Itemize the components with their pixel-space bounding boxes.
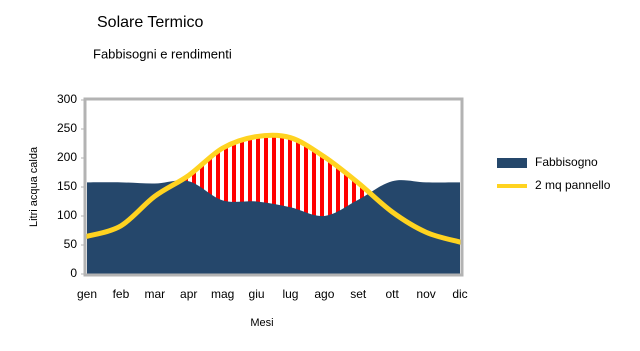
y-tick-label: 100 — [57, 208, 77, 222]
x-tick-label: ago — [314, 287, 334, 301]
legend-label: 2 mq pannello — [535, 178, 611, 192]
x-axis-label: Mesi — [250, 317, 273, 329]
y-tick-label: 50 — [64, 237, 78, 251]
x-tick-label: mar — [144, 287, 165, 301]
legend-label: Fabbisogno — [535, 155, 598, 169]
y-tick-label: 0 — [70, 266, 77, 280]
chart-subtitle: Fabbisogni e rendimenti — [93, 46, 232, 61]
line — [84, 132, 463, 245]
x-tick-label: nov — [416, 287, 435, 301]
legend-swatch — [497, 158, 527, 168]
area — [87, 180, 460, 274]
x-tick-label: gen — [77, 287, 97, 301]
x-tick-label: set — [350, 287, 367, 301]
x-tick-label: feb — [113, 287, 130, 301]
y-tick-label: 250 — [57, 121, 77, 135]
x-tick-label: dic — [452, 287, 467, 301]
x-tick-label: mag — [211, 287, 234, 301]
y-tick-label: 150 — [57, 179, 77, 193]
x-tick-label: giu — [249, 287, 265, 301]
chart-title: Solare Termico — [97, 14, 204, 31]
x-tick-label: lug — [282, 287, 298, 301]
y-tick-label: 200 — [57, 150, 77, 164]
x-tick-label: apr — [180, 287, 197, 301]
y-tick-label: 300 — [57, 92, 77, 106]
plot-frame — [83, 97, 464, 277]
y-axis-label: Litri acqua calda — [28, 146, 40, 227]
x-tick-label: ott — [386, 287, 400, 301]
